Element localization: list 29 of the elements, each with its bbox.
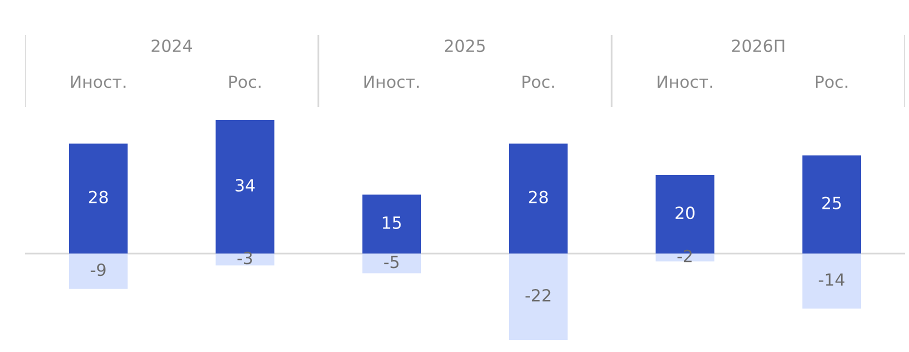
bar — [509, 254, 568, 340]
data-label: 25 — [822, 196, 841, 210]
data-label: -9 — [90, 263, 106, 276]
data-label: 34 — [236, 179, 255, 192]
bar — [216, 254, 274, 266]
text: 2024 — [152, 39, 192, 52]
bar — [509, 144, 568, 254]
data-label: 20 — [676, 206, 694, 220]
x-tick-label: Рос. — [522, 76, 554, 88]
data-label: -5 — [384, 256, 399, 268]
data-label: 28 — [88, 190, 108, 204]
data-label: -3 — [238, 252, 252, 264]
bar — [802, 155, 861, 254]
text: 2025 — [445, 39, 485, 52]
x-tick-label: Рос. — [816, 76, 848, 88]
data-label: 28 — [528, 190, 548, 204]
data-label: -22 — [526, 289, 550, 302]
text: 2026П — [732, 39, 784, 52]
x-tick-label: Иност. — [658, 76, 712, 88]
x-tick-label: Иност. — [364, 76, 419, 88]
data-label: 15 — [382, 216, 401, 229]
x-tick-label: Рос. — [229, 76, 261, 88]
bar — [362, 254, 421, 274]
bar — [362, 194, 421, 254]
bar — [802, 254, 861, 309]
x-tick-label: Иност. — [71, 76, 126, 88]
bar — [69, 254, 128, 289]
bar — [69, 144, 128, 254]
data-label: -14 — [818, 274, 844, 286]
